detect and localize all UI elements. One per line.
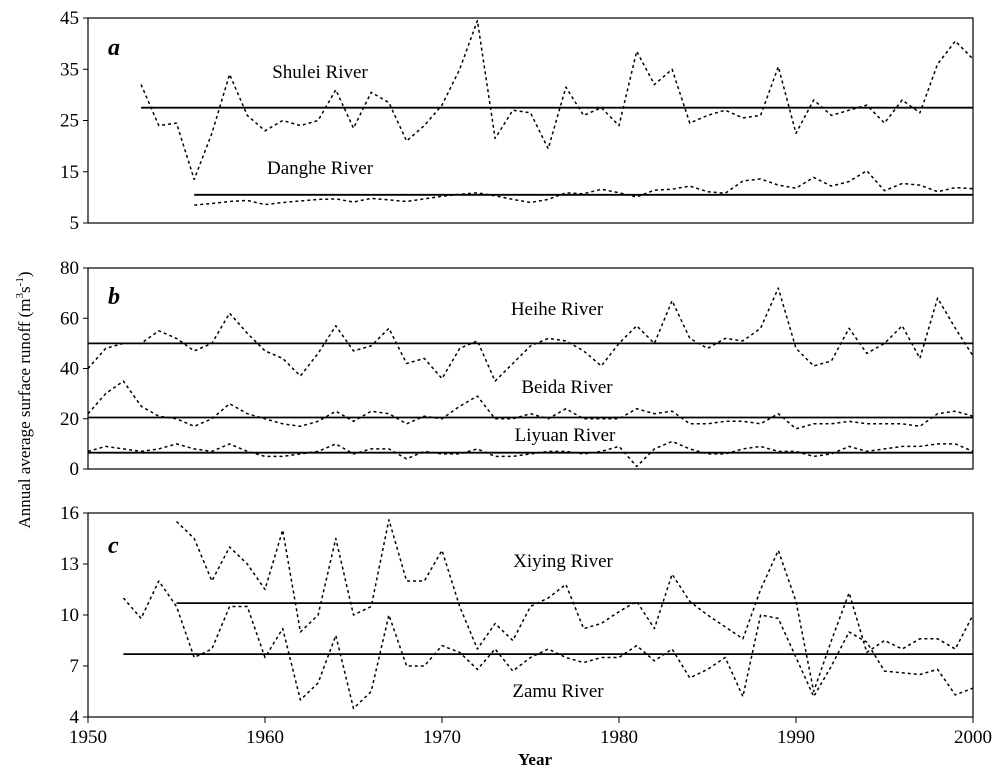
series-line [87,287,974,382]
panel-frame [87,17,974,224]
y-tick-label: 10 [60,605,79,626]
series-label: Beida River [521,377,613,398]
series-line [175,519,974,693]
y-tick-label: 13 [60,554,79,575]
series-label: Liyuan River [515,425,616,446]
y-tick-label: 60 [60,308,79,329]
x-tick-label: 1990 [777,727,815,748]
series-label: Xiying River [513,551,613,572]
y-tick-label: 4 [70,707,80,728]
series-line [140,19,974,181]
series-line [87,380,974,430]
series-label: Heihe River [511,299,604,320]
panel-b: 0 20 40 60 80 b Heihe River Beida River Liyuan R… [60,258,974,480]
y-tick-label: 80 [60,258,79,279]
y-axis-title-sup1: 3 [14,292,26,298]
x-tick-label: 1960 [246,727,284,748]
y-tick-label: 45 [60,8,79,29]
y-tick-label: 20 [60,409,79,430]
panel-c: 4 7 10 13 16 c Xiying River Zamu River [60,503,974,728]
panel-letter: c [108,533,119,559]
series-label: Shulei River [272,62,368,83]
panel-letter: a [108,35,120,61]
y-axis-title-sup2: -1 [14,277,26,286]
y-tick-label: 7 [70,656,80,677]
x-tick-label: 1950 [69,727,107,748]
x-tick-label: 1980 [600,727,638,748]
y-tick-label: 15 [60,162,79,183]
panel-a: 5 15 25 35 45 a Shulei River Danghe River [60,8,974,234]
y-tick-label: 5 [70,213,80,234]
y-tick-label: 25 [60,111,79,132]
series-line [87,440,974,468]
series-line [194,169,974,206]
x-tick-label: 2000 [954,727,992,748]
x-axis-title: Year [518,750,552,769]
y-tick-label: 35 [60,59,79,80]
y-axis-title-mid: s [15,286,34,293]
y-axis-title-main: Annual average surface runoff (m [15,298,34,528]
y-tick-label: 16 [60,503,79,524]
series-label: Danghe River [267,158,374,179]
x-tick-label: 1970 [423,727,461,748]
series-label: Zamu River [512,681,604,702]
y-axis-title-end: ) [15,272,34,278]
y-tick-label: 0 [70,459,80,480]
panel-letter: b [108,284,120,310]
series-line [122,580,974,710]
y-axis-title: Annual average surface runoff (m3s-1) [14,272,34,529]
y-tick-label: 40 [60,359,79,380]
